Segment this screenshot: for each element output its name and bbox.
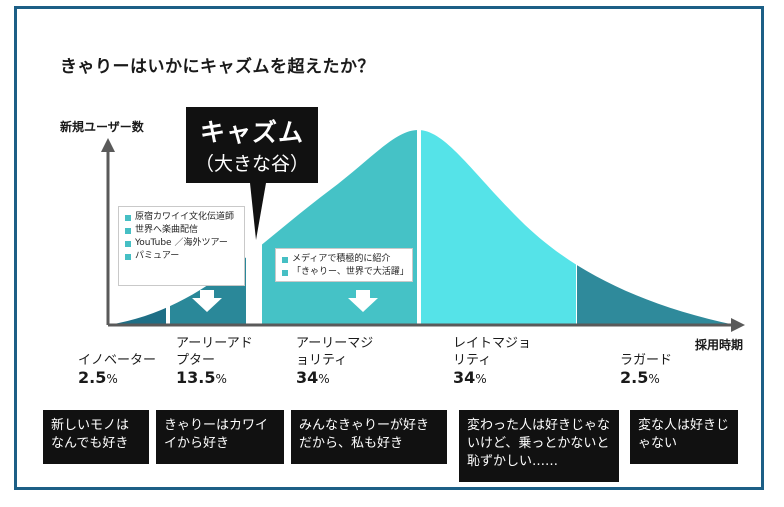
y-axis-arrow-icon <box>101 138 115 152</box>
segment-label-early-adopters: アーリーアドプター 13.5% <box>176 335 256 388</box>
figure-title: きゃりーはいかにキャズムを超えたか？ <box>60 57 375 77</box>
segment-percent: 2.5% <box>78 368 118 387</box>
segment-percent: 34% <box>453 368 487 387</box>
bullet-square-icon <box>125 215 131 221</box>
description-early-majority: みんなきゃりーが好きだから、私も好き <box>291 410 447 464</box>
segment-area-late-majority <box>421 130 576 325</box>
bullet-square-icon <box>282 270 288 276</box>
segment-label-early-majority: アーリーマジョリティ 34% <box>296 335 386 388</box>
y-axis-label: 新規ユーザー数 <box>60 120 144 134</box>
note-item: パミュアー <box>125 250 238 263</box>
chasm-pointer <box>250 183 266 240</box>
x-axis-label: 採用時期 <box>695 338 744 352</box>
early-adopter-note: 原宿カワイイ文化伝道師 世界へ楽曲配信 YouTube ／海外ツアー パミュアー <box>118 206 245 286</box>
description-early-adopters: きゃりーはカワイイから好き <box>156 410 284 464</box>
bullet-square-icon <box>125 241 131 247</box>
segment-label-innovators: イノベーター 2.5% <box>78 353 157 387</box>
description-late-majority: 変わった人は好きじゃないけど、乗っとかないと恥ずかしい…… <box>459 410 619 482</box>
bullet-square-icon <box>282 257 288 263</box>
segment-label-laggards: ラガード 2.5% <box>620 353 673 387</box>
arrow-down-icon <box>348 290 378 312</box>
description-laggards: 変な人は好きじゃない <box>630 410 738 464</box>
description-innovators: 新しいモノはなんでも好き <box>43 410 149 464</box>
x-axis-arrow-icon <box>731 318 745 332</box>
bullet-square-icon <box>125 254 131 260</box>
note-item: 原宿カワイイ文化伝道師 <box>125 211 238 224</box>
segment-label-late-majority: レイトマジョリティ 34% <box>453 335 543 388</box>
chasm-callout: キャズム （大きな谷） <box>186 107 318 183</box>
segment-percent: 34% <box>296 368 330 387</box>
early-majority-note: メディアで積極的に紹介 「きゃりー、世界で大活躍」 <box>275 248 413 282</box>
note-item: YouTube ／海外ツアー <box>125 237 238 250</box>
note-item: 世界へ楽曲配信 <box>125 224 238 237</box>
segment-percent: 13.5% <box>176 368 227 387</box>
chasm-title: キャズム <box>199 118 304 147</box>
note-item: メディアで積極的に紹介 <box>282 253 406 266</box>
arrow-down-icon <box>192 290 222 312</box>
segment-area-laggards <box>577 130 735 325</box>
chasm-subtitle: （大きな谷） <box>194 153 309 175</box>
segment-percent: 2.5% <box>620 368 660 387</box>
bullet-square-icon <box>125 228 131 234</box>
note-item: 「きゃりー、世界で大活躍」 <box>282 266 409 279</box>
